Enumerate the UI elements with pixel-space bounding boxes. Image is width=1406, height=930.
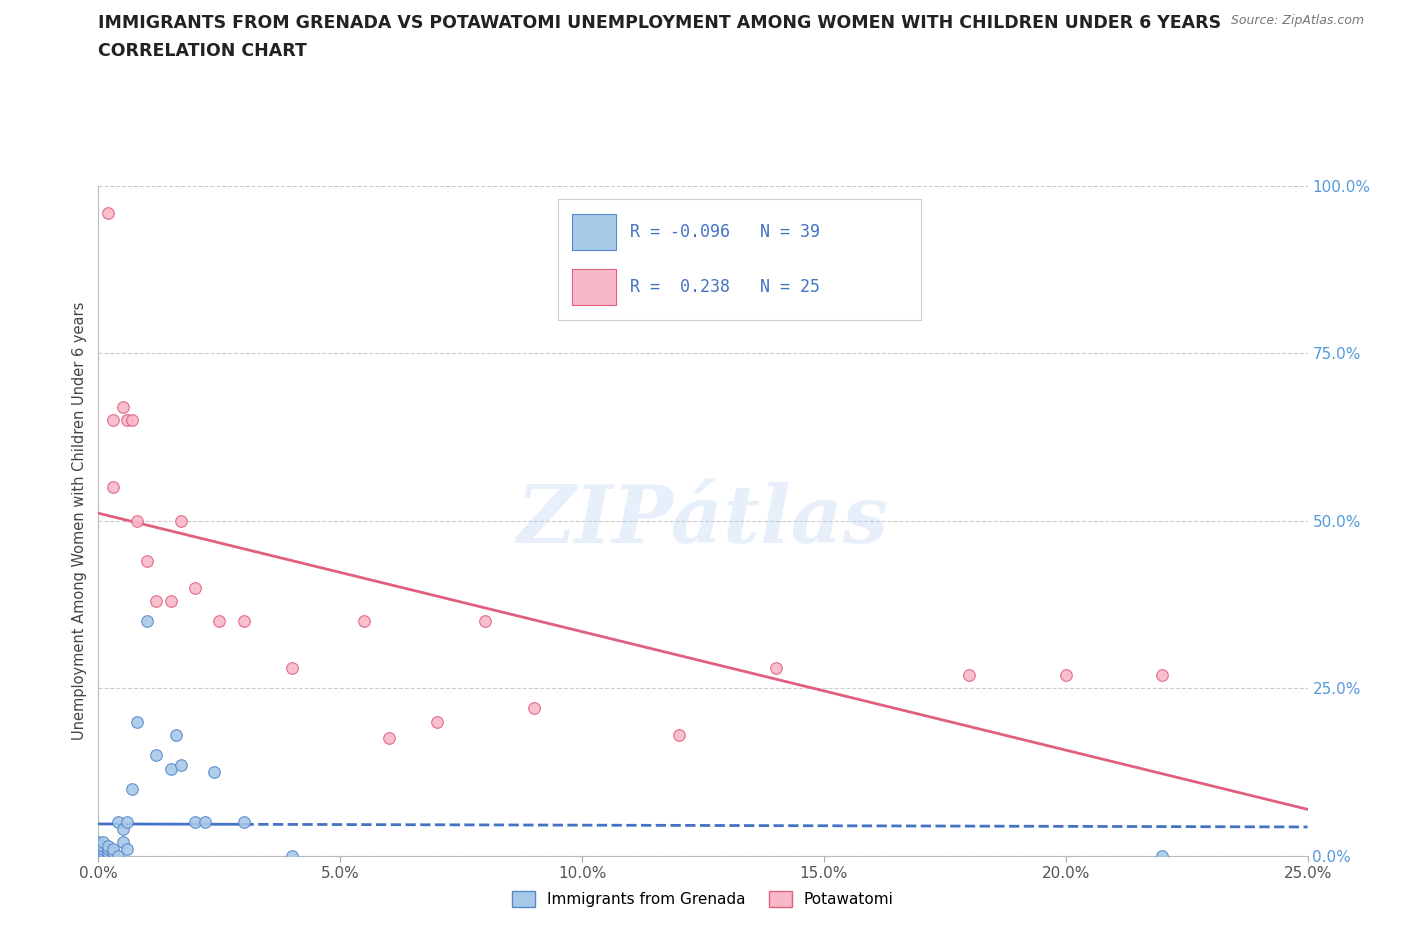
Point xyxy=(145,593,167,608)
Point xyxy=(101,848,124,863)
Point xyxy=(117,815,139,830)
Text: Source: ZipAtlas.com: Source: ZipAtlas.com xyxy=(1230,14,1364,27)
Point xyxy=(101,480,124,495)
Point xyxy=(91,835,114,850)
Point xyxy=(127,714,149,729)
Point xyxy=(101,842,124,857)
Point xyxy=(353,614,375,629)
Point xyxy=(87,848,110,863)
Point xyxy=(1152,848,1174,863)
Point xyxy=(97,206,120,220)
Point xyxy=(101,413,124,428)
Point xyxy=(117,413,139,428)
Point xyxy=(87,838,110,853)
Point xyxy=(87,848,110,863)
Point xyxy=(208,614,231,629)
Point xyxy=(101,844,124,859)
Point xyxy=(281,848,304,863)
Point xyxy=(281,660,304,675)
Point xyxy=(121,781,143,796)
Point xyxy=(1152,668,1174,683)
Point xyxy=(111,835,134,850)
Text: ZIPátlas: ZIPátlas xyxy=(517,482,889,560)
Text: IMMIGRANTS FROM GRENADA VS POTAWATOMI UNEMPLOYMENT AMONG WOMEN WITH CHILDREN UND: IMMIGRANTS FROM GRENADA VS POTAWATOMI UN… xyxy=(98,14,1222,32)
Point xyxy=(184,815,207,830)
Point xyxy=(232,815,254,830)
Point xyxy=(91,842,114,857)
Point xyxy=(107,848,129,863)
Point xyxy=(135,553,157,568)
Point xyxy=(957,668,980,683)
Legend: Immigrants from Grenada, Potawatomi: Immigrants from Grenada, Potawatomi xyxy=(506,884,900,913)
Point xyxy=(169,758,191,773)
Point xyxy=(668,727,690,742)
Point xyxy=(111,821,134,836)
Point xyxy=(169,513,191,528)
Point xyxy=(87,844,110,859)
Point xyxy=(97,848,120,863)
Point xyxy=(160,593,183,608)
Point xyxy=(97,838,120,853)
Point xyxy=(87,842,110,857)
Point xyxy=(135,614,157,629)
Point xyxy=(204,764,226,779)
Point xyxy=(160,761,183,776)
Point xyxy=(121,413,143,428)
Point xyxy=(184,580,207,595)
Point xyxy=(87,848,110,863)
Point xyxy=(91,848,114,863)
Point xyxy=(97,844,120,859)
Point xyxy=(91,838,114,853)
Point xyxy=(97,842,120,857)
Point xyxy=(765,660,787,675)
Point xyxy=(111,400,134,415)
Point xyxy=(232,614,254,629)
Point xyxy=(194,815,217,830)
Point xyxy=(145,748,167,763)
Point xyxy=(523,701,546,716)
Point xyxy=(107,815,129,830)
Point xyxy=(1054,668,1077,683)
Text: CORRELATION CHART: CORRELATION CHART xyxy=(98,42,308,60)
Point xyxy=(91,844,114,859)
Point xyxy=(87,848,110,863)
Point xyxy=(474,614,496,629)
Y-axis label: Unemployment Among Women with Children Under 6 years: Unemployment Among Women with Children U… xyxy=(72,301,87,740)
Point xyxy=(127,513,149,528)
Point xyxy=(377,731,399,746)
Point xyxy=(165,727,187,742)
Point xyxy=(87,835,110,850)
Point xyxy=(426,714,449,729)
Point xyxy=(117,842,139,857)
